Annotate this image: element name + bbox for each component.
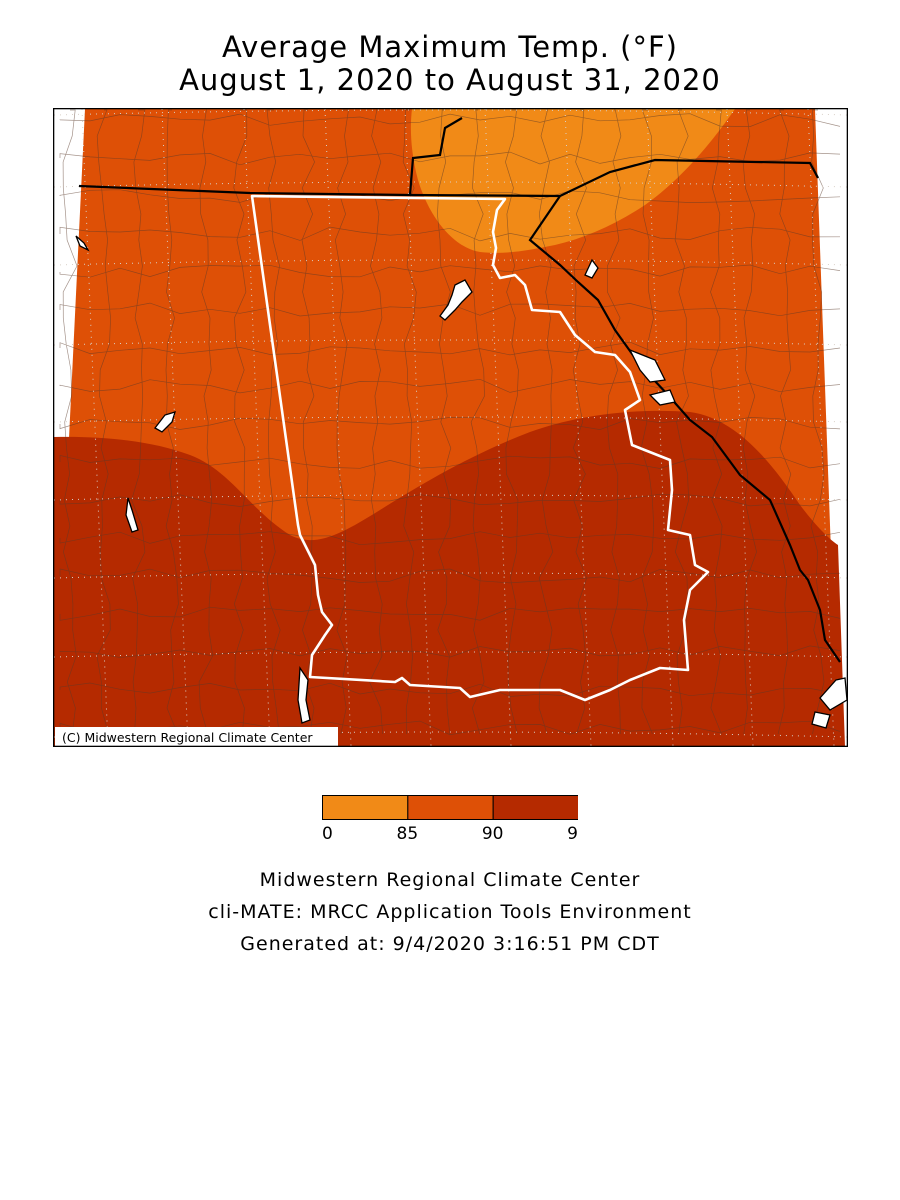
longitude-line: [564, 109, 592, 746]
county-borders: [59, 109, 841, 736]
county-line: [334, 109, 349, 735]
county-line: [131, 109, 146, 735]
county-line: [198, 109, 214, 735]
longitude-line: [726, 109, 754, 746]
county-line: [437, 109, 452, 735]
longitude-line: [243, 109, 271, 746]
longitude-line: [646, 109, 674, 746]
copyright-text: (C) Midwestern Regional Climate Center: [62, 730, 313, 745]
county-line: [538, 109, 554, 735]
map-title: Average Maximum Temp. (°F): [222, 30, 678, 64]
county-line: [59, 378, 841, 394]
county-line: [606, 109, 622, 735]
county-line: [640, 109, 655, 735]
county-line: [62, 109, 78, 735]
lakes: [75, 235, 847, 729]
latitude-line: [54, 731, 847, 738]
county-line: [59, 302, 841, 317]
legend-tick-90: 90: [482, 824, 504, 844]
map-date-range: August 1, 2020 to August 31, 2020: [179, 63, 721, 97]
latitude-line: [54, 339, 847, 346]
county-line: [59, 531, 841, 546]
legend-tick-85: 85: [397, 824, 419, 844]
footer-generated-at: Generated at: 9/4/2020 3:16:51 PM CDT: [240, 933, 660, 955]
longitude-line: [161, 109, 189, 746]
county-line: [59, 606, 841, 621]
county-line: [674, 109, 690, 735]
state-borders: [78, 117, 841, 663]
latitude-line: [54, 181, 847, 188]
county-line: [96, 109, 111, 735]
county-line: [777, 109, 792, 735]
footer-application: cli-MATE: MRCC Application Tools Environ…: [208, 901, 692, 923]
longitude-line: [404, 109, 432, 746]
state-outline-highlight: [250, 194, 710, 702]
county-line: [59, 645, 841, 658]
county-line: [301, 109, 315, 735]
legend-swatch-80-85: [322, 795, 409, 820]
longitude-line: [324, 109, 352, 746]
county-line: [59, 454, 841, 469]
latitude-line: [54, 259, 847, 266]
latitude-line: [54, 416, 847, 423]
latitude-line: [54, 651, 847, 658]
graticule: [54, 109, 847, 746]
county-line: [59, 493, 841, 507]
county-line: [369, 109, 383, 735]
copyright-box: [55, 727, 338, 746]
latitude-line: [54, 494, 847, 501]
temperature-map: (C) Midwestern Regional Climate Center: [53, 108, 848, 747]
county-line: [742, 109, 757, 735]
band-80-85: [410, 109, 735, 253]
county-line: [402, 109, 417, 735]
county-line: [59, 113, 841, 127]
county-line: [810, 109, 825, 735]
legend-swatch-90-95: [492, 795, 578, 820]
county-line: [59, 682, 841, 697]
longitude-line: [807, 109, 835, 746]
map-frame: [53, 108, 848, 747]
legend-tick-80: 80: [322, 824, 333, 844]
color-legend: 80 85 90 95: [322, 795, 578, 844]
county-line: [505, 109, 519, 735]
county-line: [59, 151, 841, 166]
county-line: [470, 109, 485, 735]
legend-swatch-85-90: [407, 795, 494, 820]
longitude-line: [484, 109, 512, 746]
county-line: [59, 264, 841, 278]
latitude-line: [54, 572, 847, 579]
longitude-line: [81, 109, 109, 746]
county-line: [572, 109, 588, 735]
county-line: [59, 226, 841, 242]
latitude-line: [54, 109, 847, 116]
county-line: [59, 341, 841, 356]
legend-tick-95: 95: [567, 824, 578, 844]
county-line: [710, 109, 723, 735]
band-90-95: [54, 410, 845, 746]
footer-organization: Midwestern Regional Climate Center: [259, 869, 641, 891]
county-line: [165, 109, 179, 735]
